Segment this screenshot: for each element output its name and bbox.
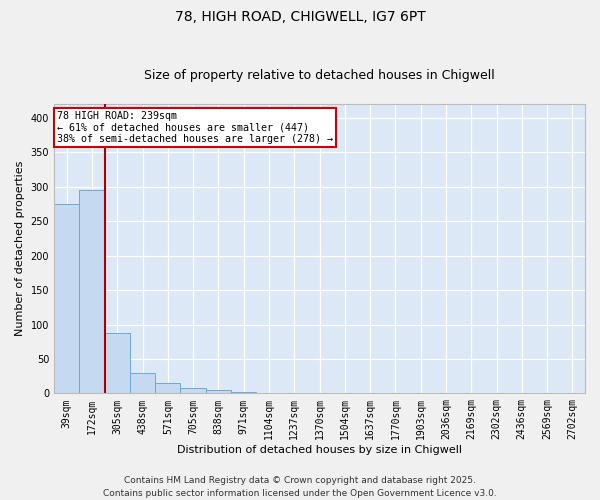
X-axis label: Distribution of detached houses by size in Chigwell: Distribution of detached houses by size … — [177, 445, 462, 455]
Text: 78 HIGH ROAD: 239sqm
← 61% of detached houses are smaller (447)
38% of semi-deta: 78 HIGH ROAD: 239sqm ← 61% of detached h… — [56, 111, 332, 144]
Bar — [181, 388, 206, 394]
Bar — [307, 393, 332, 394]
Bar — [54, 204, 79, 394]
Text: 78, HIGH ROAD, CHIGWELL, IG7 6PT: 78, HIGH ROAD, CHIGWELL, IG7 6PT — [175, 10, 425, 24]
Bar — [281, 393, 307, 394]
Bar — [256, 393, 281, 394]
Y-axis label: Number of detached properties: Number of detached properties — [15, 161, 25, 336]
Text: Contains HM Land Registry data © Crown copyright and database right 2025.
Contai: Contains HM Land Registry data © Crown c… — [103, 476, 497, 498]
Bar — [130, 373, 155, 394]
Bar — [231, 392, 256, 394]
Bar — [206, 390, 231, 394]
Title: Size of property relative to detached houses in Chigwell: Size of property relative to detached ho… — [144, 69, 495, 82]
Bar — [104, 333, 130, 394]
Bar — [155, 383, 181, 394]
Bar — [79, 190, 104, 394]
